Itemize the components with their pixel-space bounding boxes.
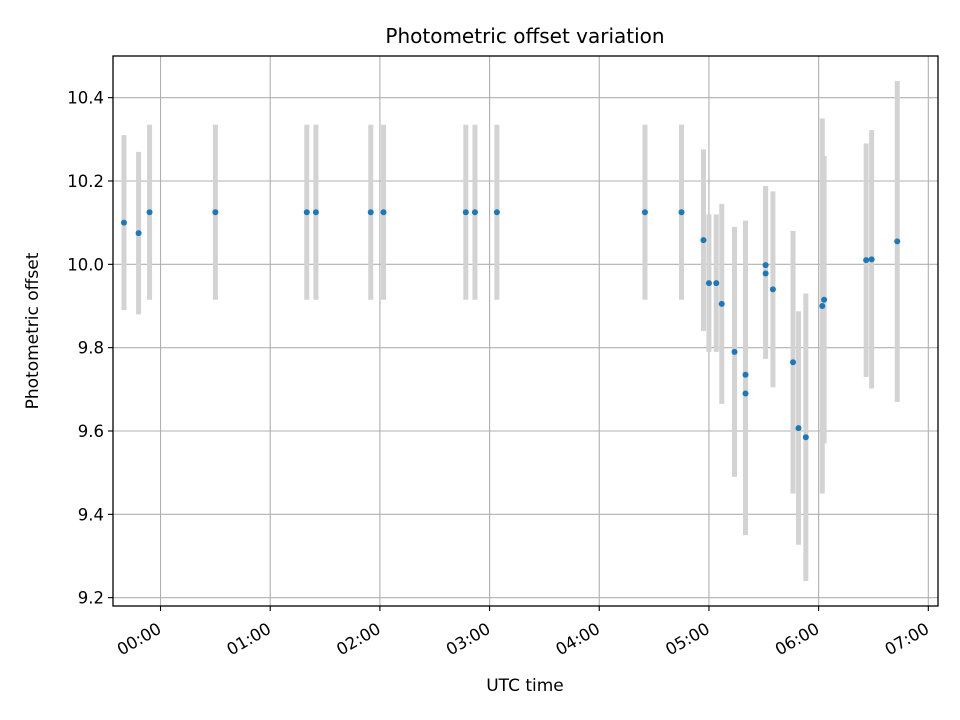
data-point xyxy=(718,300,725,307)
data-point xyxy=(795,425,802,432)
y-tick-label: 9.6 xyxy=(78,422,104,441)
data-point xyxy=(790,359,797,366)
data-point xyxy=(462,209,469,216)
data-point xyxy=(762,270,769,277)
y-tick-label: 9.2 xyxy=(78,589,104,608)
data-point xyxy=(212,209,219,216)
data-point xyxy=(120,219,127,226)
data-point xyxy=(762,262,769,269)
data-point xyxy=(135,230,142,237)
data-point xyxy=(380,209,387,216)
data-point xyxy=(641,209,648,216)
data-point xyxy=(802,434,809,441)
data-point xyxy=(303,209,310,216)
data-point xyxy=(742,390,749,397)
data-point xyxy=(493,209,500,216)
data-point xyxy=(819,303,826,309)
data-point xyxy=(146,209,153,216)
data-point xyxy=(705,280,712,287)
data-point xyxy=(863,257,870,264)
data-point xyxy=(821,296,828,303)
y-axis-label: Photometric offset xyxy=(23,252,43,409)
y-tick-label: 10.2 xyxy=(67,172,104,191)
data-point xyxy=(471,209,478,216)
data-point xyxy=(312,209,319,216)
plot-area xyxy=(113,56,938,606)
y-tick-label: 9.8 xyxy=(78,339,104,358)
y-tick-label: 10.4 xyxy=(67,89,104,108)
y-tick-label: 9.4 xyxy=(78,505,104,524)
data-point xyxy=(769,286,776,293)
x-axis-label: UTC time xyxy=(486,676,564,696)
data-point xyxy=(678,209,685,216)
data-points xyxy=(120,209,901,441)
y-axis-ticks: 9.2 9.4 9.6 9.8 10.0 10.2 10.4 xyxy=(67,89,113,608)
plot-frame xyxy=(112,55,939,607)
data-point xyxy=(731,348,738,355)
chart-title: Photometric offset variation xyxy=(385,24,664,48)
data-point xyxy=(742,371,749,378)
data-point xyxy=(367,209,374,216)
data-point xyxy=(713,280,720,287)
data-point xyxy=(894,238,901,245)
data-point xyxy=(868,256,875,263)
y-tick-label: 10.0 xyxy=(67,255,104,274)
data-point xyxy=(700,237,707,244)
